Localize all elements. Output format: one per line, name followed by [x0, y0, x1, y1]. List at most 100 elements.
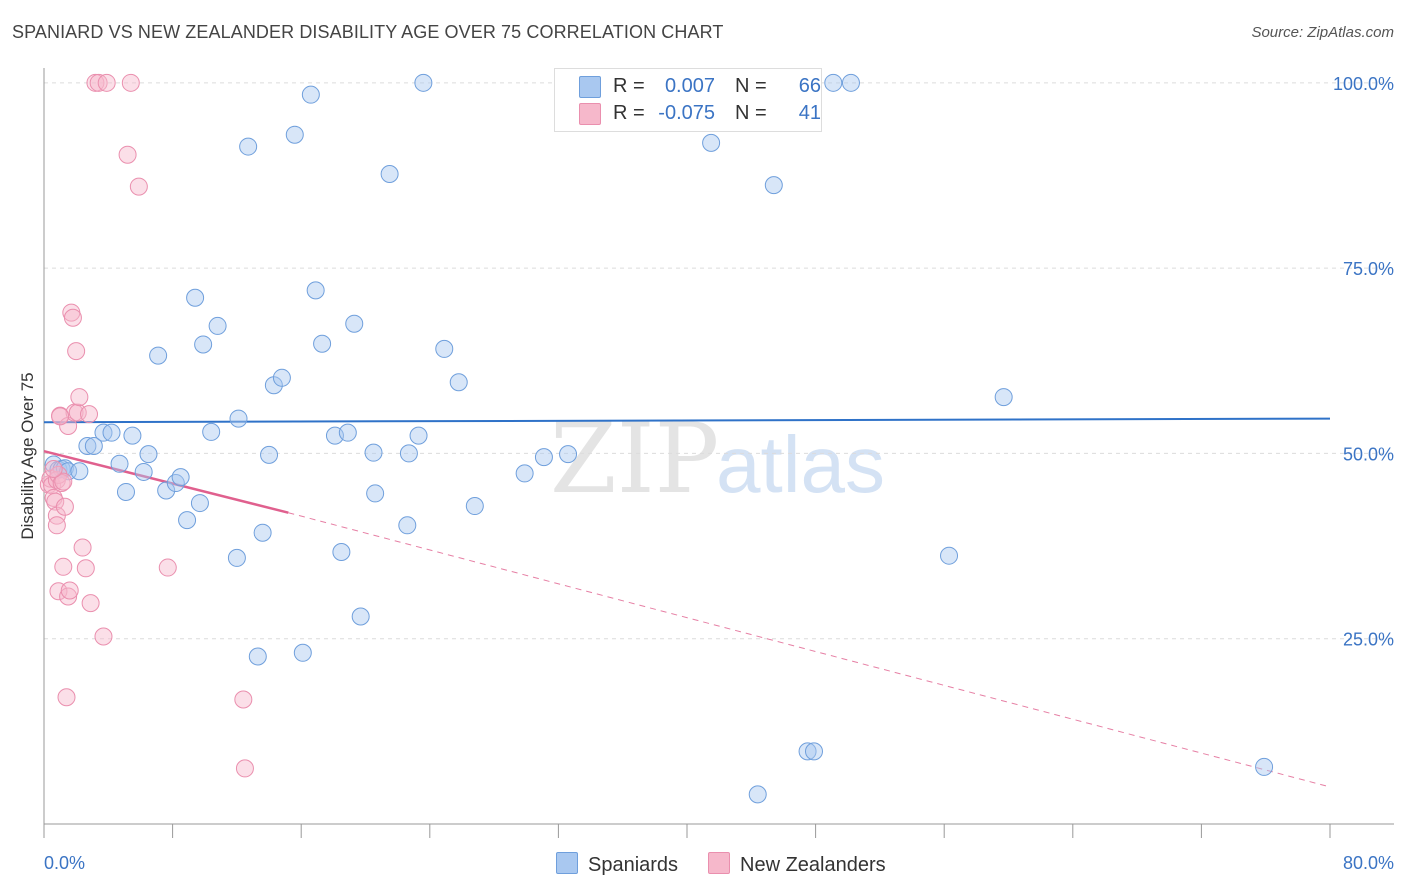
spaniards-point: [229, 409, 248, 428]
new-zealanders-point: [234, 690, 253, 709]
legend-n-label: N =: [735, 102, 767, 124]
spaniards-point: [380, 164, 399, 183]
new-zealanders-point: [94, 627, 113, 646]
spaniards-point: [465, 497, 484, 516]
spaniards-point: [293, 643, 312, 662]
gridlines: [44, 82, 1394, 640]
new-zealanders-point: [80, 405, 99, 424]
legend-swatch-pink: [708, 852, 730, 874]
spaniards-point: [301, 85, 320, 104]
spaniards-point: [702, 133, 721, 152]
spaniards-point: [272, 368, 291, 387]
new-zealanders-point: [57, 688, 76, 707]
y-axis-label: Disability Age Over 75: [18, 372, 37, 539]
spaniards-point: [110, 454, 129, 473]
spaniards-point: [102, 423, 121, 442]
new-zealanders-point: [118, 145, 137, 164]
watermark: ZIP atlas: [550, 403, 885, 515]
spaniards-point: [116, 482, 135, 501]
spaniards-point: [1255, 757, 1274, 776]
spaniards-point: [134, 462, 153, 481]
spaniards-point: [398, 516, 417, 535]
spaniards-point: [202, 422, 221, 441]
spaniards-point: [186, 288, 205, 307]
new-zealanders-point: [46, 492, 65, 511]
spaniards-point: [123, 426, 142, 445]
spaniards-point: [414, 73, 433, 92]
x-tick-label-max: 80.0%: [1343, 853, 1394, 873]
spaniards-point: [351, 607, 370, 626]
y-tick-labels: 25.0% 50.0% 75.0% 100.0%: [1333, 74, 1394, 650]
legend-swatch-pink: [579, 103, 601, 125]
y-tick-label: 75.0%: [1343, 259, 1394, 279]
y-tick-label: 25.0%: [1343, 630, 1394, 650]
legend-item-new-zealanders[interactable]: New Zealanders: [708, 852, 886, 876]
spaniards-point: [994, 388, 1013, 407]
spaniards-point: [253, 523, 272, 542]
legend-r-label: R =: [613, 102, 645, 124]
spaniards-point: [515, 464, 534, 483]
spaniards-point: [70, 462, 89, 481]
legend-swatch-blue: [556, 852, 578, 874]
new-zealanders-point: [54, 472, 73, 491]
correlation-legend: R = 0.007 N = 66 R = -0.075 N = 41: [554, 68, 822, 132]
spaniards-point: [449, 373, 468, 392]
spaniards-points: [44, 73, 1274, 804]
spaniards-point: [78, 437, 97, 455]
spaniards-point: [313, 334, 332, 353]
spaniards-point: [248, 647, 267, 666]
legend-r-label: R =: [613, 75, 645, 97]
spaniards-point: [841, 73, 860, 92]
legend-r-value: 0.007: [664, 75, 715, 97]
legend-n-value: 41: [798, 102, 821, 124]
new-zealanders-point: [59, 587, 78, 606]
y-tick-label: 50.0%: [1343, 444, 1394, 464]
new-zealanders-point: [54, 557, 73, 576]
spaniards-point: [338, 423, 357, 442]
y-tick-label: 100.0%: [1333, 74, 1394, 94]
x-ticks: [43, 824, 1331, 838]
spaniards-point: [194, 335, 213, 354]
spaniards-point: [149, 346, 168, 365]
spaniards-point: [208, 316, 227, 335]
trend-line-new-zealanders-extended: [288, 512, 1331, 788]
spaniards-point: [227, 548, 246, 567]
spaniards-point: [940, 546, 959, 565]
spaniards-point: [798, 742, 817, 761]
spaniards-point: [399, 444, 418, 463]
spaniards-point: [166, 474, 185, 493]
spaniards-point: [239, 137, 258, 156]
chart-title: SPANIARD VS NEW ZEALANDER DISABILITY AGE…: [12, 22, 724, 42]
x-tick-label-min: 0.0%: [44, 853, 85, 873]
spaniards-point: [171, 468, 190, 487]
spaniards-point: [84, 437, 103, 455]
spaniards-point: [366, 484, 385, 503]
spaniards-point: [190, 494, 209, 513]
new-zealanders-point: [97, 73, 116, 92]
new-zealanders-point: [68, 403, 87, 422]
new-zealanders-point: [73, 538, 92, 557]
new-zealanders-points: [39, 73, 254, 778]
spaniards-point: [534, 448, 553, 467]
axes: [43, 68, 1394, 825]
spaniards-point: [306, 281, 325, 300]
watermark-atlas: atlas: [716, 420, 885, 509]
legend-n-value: 66: [798, 75, 821, 97]
spaniards-point: [824, 73, 843, 92]
legend-item-spaniards[interactable]: Spaniards: [556, 852, 678, 876]
spaniards-point: [178, 511, 197, 530]
spaniards-point: [764, 176, 783, 195]
chart-source: Source: ZipAtlas.com: [1251, 24, 1394, 41]
spaniards-point: [559, 445, 578, 464]
new-zealanders-point: [47, 516, 66, 535]
new-zealanders-point: [81, 594, 100, 613]
spaniards-point: [364, 443, 383, 462]
new-zealanders-point: [67, 342, 86, 361]
spaniards-point: [409, 426, 428, 445]
new-zealanders-point: [51, 407, 70, 426]
spaniards-point: [332, 542, 351, 561]
spaniards-point: [748, 785, 767, 804]
spaniards-point: [139, 445, 158, 464]
legend-swatch-blue: [579, 76, 601, 98]
spaniards-point: [285, 125, 304, 144]
